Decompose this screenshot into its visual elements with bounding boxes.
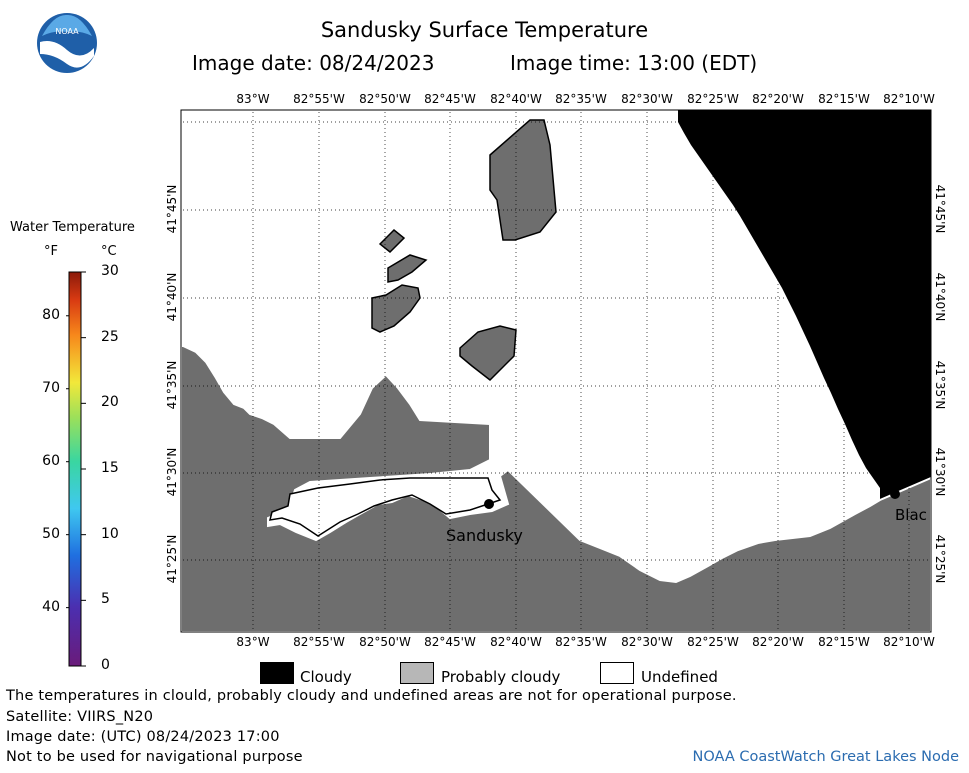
- lon-label-top: 82°15'W: [818, 92, 870, 106]
- fahrenheit-tick-label: 40: [42, 598, 60, 615]
- lon-label-top: 82°50'W: [359, 92, 411, 106]
- celsius-tick-label: 30: [101, 263, 119, 279]
- celsius-tick-label: 15: [101, 460, 119, 476]
- legend-title: Water Temperature: [10, 220, 135, 235]
- undefined-swatch: [600, 662, 634, 684]
- island: [371, 284, 421, 333]
- lat-label-left: 41°35'N: [165, 360, 179, 410]
- lat-label-right: 41°30'N: [933, 447, 947, 497]
- lon-label-top: 82°10'W: [883, 92, 935, 106]
- lon-label-top: 82°30'W: [621, 92, 673, 106]
- lon-label-bottom: 82°55'W: [293, 635, 345, 649]
- lon-label-bottom: 82°45'W: [424, 635, 476, 649]
- celsius-tick-label: 10: [101, 525, 119, 542]
- unit-fahrenheit: °F: [44, 244, 58, 259]
- lon-label-bottom: 82°30'W: [621, 635, 673, 649]
- lon-label-bottom: 82°10'W: [883, 635, 935, 649]
- lon-label-top: 82°20'W: [752, 92, 804, 106]
- navigation-warning: Not to be used for navigational purpose: [6, 749, 303, 765]
- fahrenheit-tick-label: 60: [42, 452, 60, 469]
- cloud-area: [678, 110, 931, 500]
- celsius-tick-label: 0: [101, 657, 110, 673]
- probably-cloudy-label: Probably cloudy: [441, 668, 561, 686]
- island: [459, 325, 517, 381]
- lon-label-top: 82°45'W: [424, 92, 476, 106]
- blac-marker: [890, 489, 900, 499]
- lat-label-right: 41°35'N: [933, 360, 947, 410]
- lon-label-top: 82°40'W: [490, 92, 542, 106]
- disclaimer-text: The temperatures in clould, probably clo…: [6, 688, 737, 704]
- lat-label-left: 41°25'N: [165, 534, 179, 584]
- lon-label-top: 82°55'W: [293, 92, 345, 106]
- cloudy-label: Cloudy: [300, 668, 352, 686]
- island: [378, 228, 406, 254]
- chart-title: Sandusky Surface Temperature: [320, 18, 649, 42]
- fahrenheit-tick-label: 70: [42, 379, 60, 396]
- lat-label-right: 41°25'N: [933, 534, 947, 584]
- lat-label-left: 41°45'N: [165, 184, 179, 234]
- lon-label-bottom: 83°W: [236, 635, 270, 649]
- lon-label-bottom: 82°35'W: [555, 635, 607, 649]
- lon-label-bottom: 82°15'W: [818, 635, 870, 649]
- logo-text: NOAA: [55, 27, 79, 36]
- celsius-tick-label: 5: [101, 591, 110, 608]
- map-frame: [180, 109, 932, 633]
- place-label-blac: Blac: [895, 506, 927, 524]
- satellite-text: Satellite: VIIRS_N20: [6, 709, 154, 725]
- lon-label-top: 83°W: [236, 92, 270, 106]
- lat-label-right: 41°45'N: [933, 184, 947, 234]
- image-time: Image time: 13:00 (EDT): [510, 51, 758, 75]
- noaa-logo: NOAA: [37, 13, 97, 73]
- color-scale-bar: [66, 271, 86, 667]
- lat-label-left: 41°30'N: [165, 447, 179, 497]
- lon-label-bottom: 82°40'W: [490, 635, 542, 649]
- celsius-tick-label: 20: [101, 394, 119, 411]
- lon-label-bottom: 82°25'W: [687, 635, 739, 649]
- cloudy-swatch: [260, 662, 294, 684]
- sandusky-marker: [484, 499, 494, 509]
- lat-label-right: 41°40'N: [933, 272, 947, 322]
- image-date: Image date: 08/24/2023: [192, 51, 435, 75]
- credit-text: NOAA CoastWatch Great Lakes Node: [692, 749, 959, 765]
- utc-date-text: Image date: (UTC) 08/24/2023 17:00: [6, 729, 280, 745]
- probably-cloudy-swatch: [400, 662, 434, 684]
- place-label-sandusky: Sandusky: [446, 526, 523, 545]
- celsius-tick-label: 25: [101, 328, 119, 345]
- lon-label-bottom: 82°20'W: [752, 635, 804, 649]
- lon-label-bottom: 82°50'W: [359, 635, 411, 649]
- lat-label-left: 41°40'N: [165, 272, 179, 322]
- lon-label-top: 82°25'W: [687, 92, 739, 106]
- island: [387, 254, 428, 283]
- lon-label-top: 82°35'W: [555, 92, 607, 106]
- undefined-label: Undefined: [641, 668, 718, 686]
- fahrenheit-tick-label: 80: [42, 306, 60, 323]
- fahrenheit-tick-label: 50: [42, 525, 60, 542]
- unit-celsius: °C: [101, 244, 117, 259]
